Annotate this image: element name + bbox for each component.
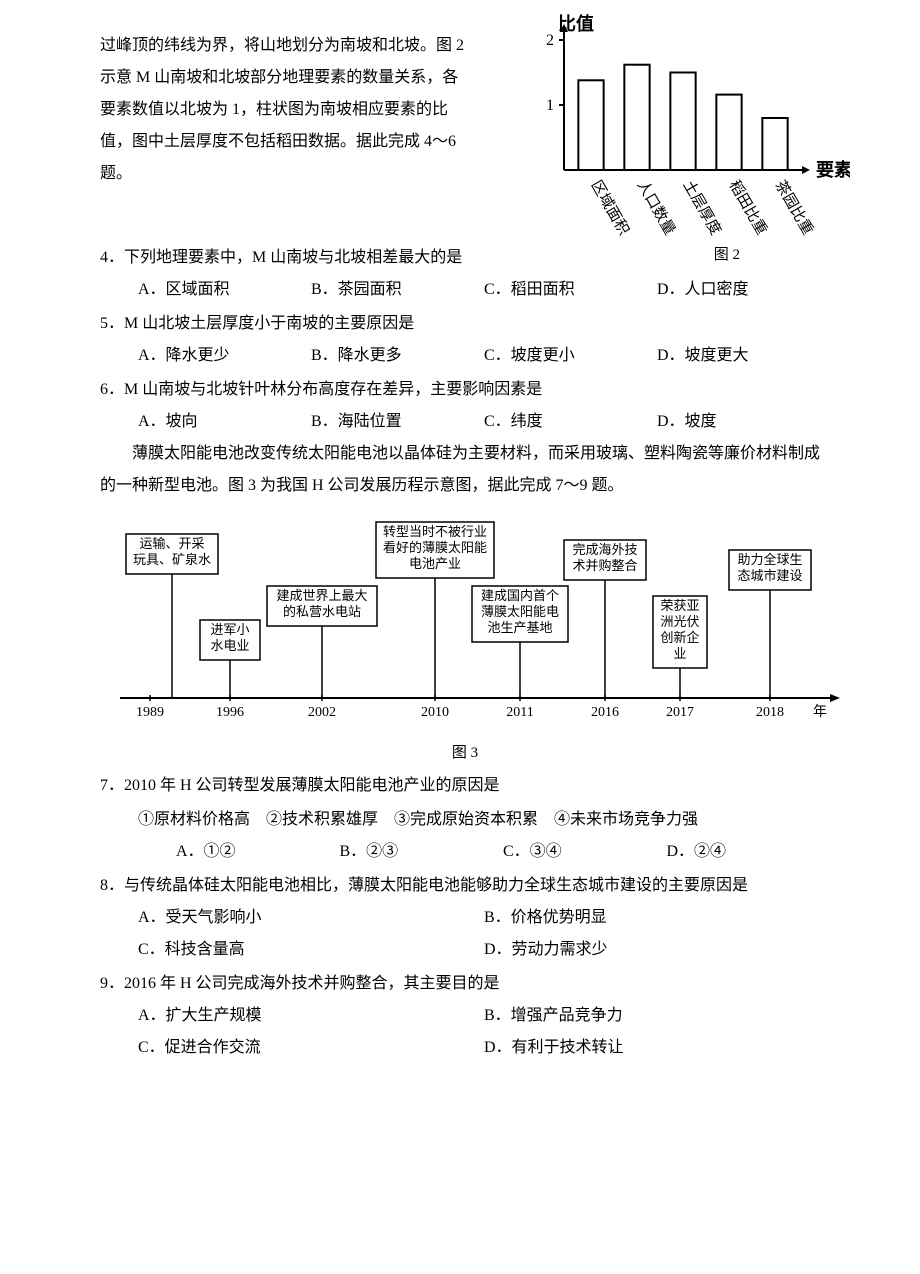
q5-stem: 5．M 山北坡土层厚度小于南坡的主要原因是 (100, 308, 830, 340)
intro-7-9-text: 薄膜太阳能电池改变传统太阳能电池以晶体硅为主要材料，而采用玻璃、塑料陶瓷等廉价材… (100, 438, 830, 502)
q8-opt-d: D．劳动力需求少 (484, 934, 830, 966)
svg-text:土层厚度: 土层厚度 (680, 178, 725, 238)
svg-text:进军小: 进军小 (210, 622, 249, 637)
q9-stem: 9．2016 年 H 公司完成海外技术并购整合，其主要目的是 (100, 968, 830, 1000)
q4-opt-d: D．人口密度 (657, 274, 830, 306)
q6-stem: 6．M 山南坡与北坡针叶林分布高度存在差异，主要影响因素是 (100, 374, 830, 406)
q8-options: A．受天气影响小 C．科技含量高 B．价格优势明显 D．劳动力需求少 (138, 902, 830, 966)
svg-text:转型当时不被行业: 转型当时不被行业 (383, 524, 487, 539)
figure-3-caption: 图 3 (100, 738, 830, 768)
q4-opt-c: C．稻田面积 (484, 274, 657, 306)
q8-opt-b: B．价格优势明显 (484, 902, 830, 934)
q4-opt-b: B．茶园面积 (311, 274, 484, 306)
q6-opt-c: C．纬度 (484, 406, 657, 438)
svg-text:态城市建设: 态城市建设 (737, 568, 802, 583)
svg-text:2010: 2010 (421, 705, 449, 720)
q7-options: A．①② B．②③ C．③④ D．②④ (176, 836, 830, 868)
q7-items: ①原材料价格高 ②技术积累雄厚 ③完成原始资本积累 ④未来市场竞争力强 (138, 804, 830, 836)
svg-text:茶园比重: 茶园比重 (772, 178, 817, 238)
svg-text:建成世界上最大: 建成世界上最大 (276, 588, 367, 603)
svg-text:水电业: 水电业 (210, 638, 249, 653)
figure-3: 1989 1996 2002 2010 2011 2016 2017 2018 年 运输、开采玩具… (100, 508, 830, 768)
svg-text:2011: 2011 (506, 705, 533, 720)
q4-options: A．区域面积 B．茶园面积 C．稻田面积 D．人口密度 (138, 274, 830, 306)
q6-opt-b: B．海陆位置 (311, 406, 484, 438)
page-content: 过峰顶的纬线为界，将山地划分为南坡和北坡。图 2 示意 M 山南坡和北坡部分地理… (0, 0, 920, 1104)
q6-options: A．坡向 B．海陆位置 C．纬度 D．坡度 (138, 406, 830, 438)
svg-text:1989: 1989 (136, 705, 164, 720)
svg-text:要素: 要素 (816, 160, 850, 180)
q5-opt-c: C．坡度更小 (484, 340, 657, 372)
q9-opt-c: C．促进合作交流 (138, 1032, 484, 1064)
svg-text:2002: 2002 (308, 705, 336, 720)
svg-text:业: 业 (673, 646, 686, 661)
q6-opt-d: D．坡度 (657, 406, 830, 438)
svg-text:术并购整合: 术并购整合 (572, 558, 637, 573)
q7-opt-a: A．①② (176, 836, 340, 868)
svg-text:2018: 2018 (756, 705, 784, 720)
svg-text:稻田比重: 稻田比重 (726, 178, 771, 238)
q9-opt-d: D．有利于技术转让 (484, 1032, 830, 1064)
svg-text:看好的薄膜太阳能: 看好的薄膜太阳能 (383, 540, 487, 555)
svg-text:助力全球生: 助力全球生 (737, 552, 802, 567)
svg-text:创新企: 创新企 (660, 630, 699, 645)
svg-text:1: 1 (546, 97, 554, 114)
figure-2-caption: 图 2 (714, 240, 740, 270)
q7-opt-b: B．②③ (340, 836, 504, 868)
figure-2-svg: 比值12要素区域面积人口数量土层厚度稻田比重茶园比重 (510, 10, 850, 240)
q4-opt-a: A．区域面积 (138, 274, 311, 306)
svg-text:2017: 2017 (666, 705, 694, 720)
q9-opt-a: A．扩大生产规模 (138, 1000, 484, 1032)
q5-opt-a: A．降水更少 (138, 340, 311, 372)
intro-4-6-text: 过峰顶的纬线为界，将山地划分为南坡和北坡。图 2 示意 M 山南坡和北坡部分地理… (100, 30, 470, 190)
figure-3-svg: 1989 1996 2002 2010 2011 2016 2017 2018 年 运输、开采玩具… (100, 508, 840, 728)
svg-text:薄膜太阳能电: 薄膜太阳能电 (481, 604, 559, 619)
intro-4-6-wrap: 过峰顶的纬线为界，将山地划分为南坡和北坡。图 2 示意 M 山南坡和北坡部分地理… (100, 30, 830, 240)
svg-text:的私营水电站: 的私营水电站 (283, 604, 361, 619)
svg-text:玩具、矿泉水: 玩具、矿泉水 (133, 552, 211, 567)
svg-text:建成国内首个: 建成国内首个 (481, 588, 559, 603)
svg-text:荣获亚: 荣获亚 (660, 598, 699, 613)
q8-stem: 8．与传统晶体硅太阳能电池相比，薄膜太阳能电池能够助力全球生态城市建设的主要原因… (100, 870, 830, 902)
svg-text:人口数量: 人口数量 (634, 178, 679, 238)
q9-options: A．扩大生产规模 C．促进合作交流 B．增强产品竞争力 D．有利于技术转让 (138, 1000, 830, 1064)
svg-text:电池产业: 电池产业 (409, 556, 461, 571)
figure-2: 比值12要素区域面积人口数量土层厚度稻田比重茶园比重 (510, 10, 850, 252)
svg-text:1996: 1996 (216, 705, 244, 720)
q7-opt-d: D．②④ (667, 836, 831, 868)
svg-text:2: 2 (546, 32, 554, 49)
svg-text:运输、开采: 运输、开采 (139, 536, 204, 551)
svg-text:完成海外技: 完成海外技 (572, 542, 637, 557)
q7-opt-c: C．③④ (503, 836, 667, 868)
svg-text:年: 年 (813, 704, 827, 720)
svg-text:2016: 2016 (591, 705, 619, 720)
svg-text:洲光伏: 洲光伏 (660, 614, 699, 629)
q7-stem: 7．2010 年 H 公司转型发展薄膜太阳能电池产业的原因是 (100, 770, 830, 802)
svg-text:池生产基地: 池生产基地 (487, 620, 552, 635)
q5-options: A．降水更少 B．降水更多 C．坡度更小 D．坡度更大 (138, 340, 830, 372)
q9-opt-b: B．增强产品竞争力 (484, 1000, 830, 1032)
q6-opt-a: A．坡向 (138, 406, 311, 438)
q5-opt-b: B．降水更多 (311, 340, 484, 372)
svg-text:区域面积: 区域面积 (588, 178, 633, 238)
q5-opt-d: D．坡度更大 (657, 340, 830, 372)
q8-opt-c: C．科技含量高 (138, 934, 484, 966)
q8-opt-a: A．受天气影响小 (138, 902, 484, 934)
